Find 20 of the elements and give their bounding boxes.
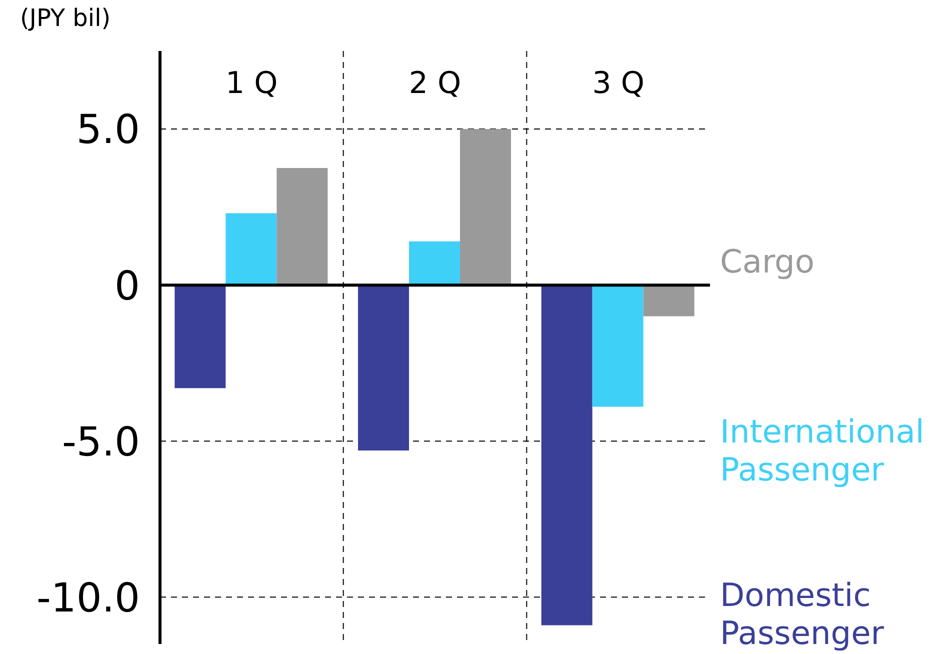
x-tick-label: 1 Q	[226, 66, 278, 101]
series-label: Cargo	[720, 242, 814, 280]
y-tick-label: 0	[114, 263, 140, 310]
bar	[358, 285, 409, 450]
bar	[460, 129, 511, 286]
bar	[541, 285, 592, 626]
text: International Passenger	[720, 412, 924, 488]
x-tick-label: 3 Q	[592, 66, 644, 101]
y-tick-label: -10.0	[36, 575, 140, 622]
y-axis-title: (JPY bil)	[20, 4, 111, 32]
x-tick-label: 2 Q	[408, 66, 462, 101]
y-tick-label: -5.0	[62, 419, 140, 466]
bar	[409, 241, 460, 286]
bar	[226, 213, 277, 286]
bar	[174, 285, 226, 388]
bar	[643, 285, 694, 316]
text: Domestic Passenger	[720, 576, 885, 652]
bar	[276, 168, 328, 286]
y-tick-label: 5.0	[76, 107, 140, 154]
bar	[592, 285, 644, 407]
